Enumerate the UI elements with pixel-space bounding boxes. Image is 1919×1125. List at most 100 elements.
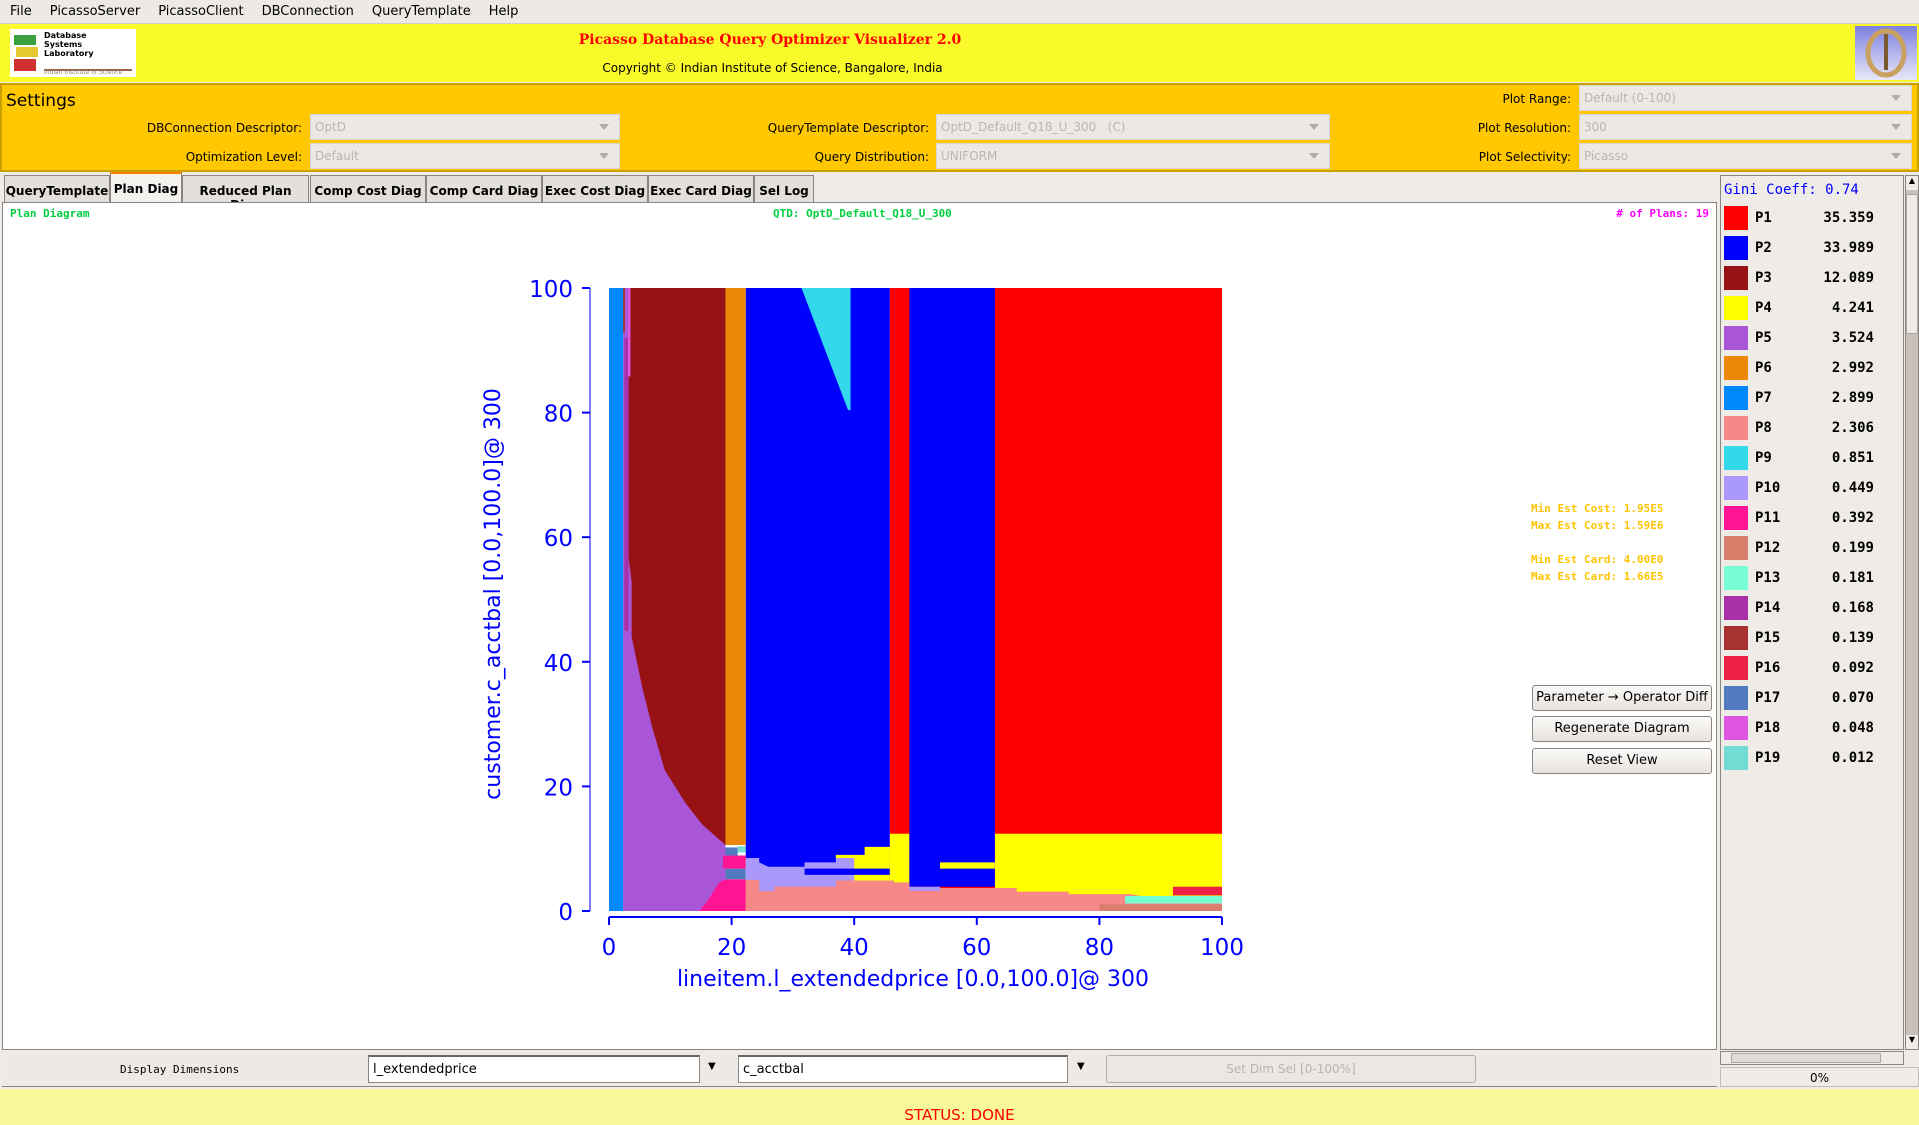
menu-file[interactable]: File [10,4,32,19]
tab-reduced-plan-diag[interactable]: Reduced Plan Diag [182,175,309,212]
optlevel-select[interactable]: Default [310,143,620,169]
tab-comp-card-diag[interactable]: Comp Card Diag [426,175,542,203]
plot-range-select[interactable]: Default (0-100) [1579,85,1912,111]
dimension-2-select[interactable]: c_acctbal [738,1055,1068,1083]
iisc-emblem-icon [1855,26,1917,80]
chevron-down-icon [1309,124,1319,130]
dimension-1-select[interactable]: l_extendedprice [368,1055,700,1083]
plan-region-p4[interactable] [940,862,995,869]
legend-item[interactable]: P7 2.899 [1724,386,1899,411]
plan-name: P8 [1755,420,1772,436]
plan-region-p10[interactable] [909,886,941,892]
legend-item[interactable]: P9 0.851 [1724,446,1899,471]
menu-picasso-client[interactable]: PicassoClient [158,4,244,19]
chevron-down-icon[interactable]: ▼ [1077,1061,1085,1072]
tab-sel-log[interactable]: Sel Log [754,175,814,203]
parameter-operator-diff-button[interactable]: Parameter → Operator Diff [1532,685,1712,711]
scrollbar-thumb[interactable] [1731,1053,1881,1063]
menu-querytemplate[interactable]: QueryTemplate [371,4,471,19]
plan-region-p19[interactable] [737,846,746,853]
plan-region-p2[interactable] [909,288,995,887]
legend-item[interactable]: P16 0.092 [1724,656,1899,681]
legend-item[interactable]: P12 0.199 [1724,536,1899,561]
chevron-down-icon[interactable]: ▼ [708,1061,716,1072]
x-tick-label: 40 [840,935,869,961]
plan-region-p2[interactable] [804,868,890,875]
chevron-down-icon [1891,95,1901,101]
plan-region-p6[interactable] [725,288,746,845]
reset-view-button[interactable]: Reset View [1532,748,1712,774]
tab-comp-cost-diag[interactable]: Comp Cost Diag [310,175,426,203]
x-tick-label: 20 [717,935,746,961]
legend-item[interactable]: P5 3.524 [1724,326,1899,351]
plan-color-swatch [1724,536,1748,560]
plan-color-swatch [1724,416,1748,440]
plan-region-p13[interactable] [1125,896,1222,904]
plan-name: P10 [1755,480,1781,496]
legend-item[interactable]: P4 4.241 [1724,296,1899,321]
display-dimensions-label: Display Dimensions [120,1063,240,1076]
scroll-down-icon[interactable]: ▼ [1906,1035,1918,1049]
plan-region-p17[interactable] [725,868,746,880]
plot-selectivity-select[interactable]: Picasso [1579,143,1912,169]
plan-region-p3[interactable] [628,288,726,845]
tab-exec-card-diag[interactable]: Exec Card Diag [648,175,754,203]
legend-item[interactable]: P11 0.392 [1724,506,1899,531]
legend-vertical-scrollbar[interactable]: ▲ ▼ [1905,175,1919,1050]
legend-item[interactable]: P15 0.139 [1724,626,1899,651]
tab-querytemplate[interactable]: QueryTemplate [4,175,110,203]
legend-item[interactable]: P17 0.070 [1724,686,1899,711]
menu-picasso-server[interactable]: PicassoServer [49,4,141,19]
plan-name: P16 [1755,660,1781,676]
legend-item[interactable]: P1 35.359 [1724,206,1899,231]
plan-region-p7[interactable] [609,288,624,911]
legend-horizontal-scrollbar[interactable] [1720,1051,1904,1065]
plan-color-swatch [1724,596,1748,620]
set-dim-sel-button[interactable]: Set Dim Sel [0-100%] [1106,1055,1476,1083]
legend-item[interactable]: P18 0.048 [1724,716,1899,741]
scrollbar-thumb[interactable] [1906,194,1918,334]
plan-name: P17 [1755,690,1781,706]
legend-item[interactable]: P10 0.449 [1724,476,1899,501]
distribution-select[interactable]: UNIFORM [936,143,1330,169]
plan-diagram-chart[interactable]: 0 20 40 60 80 100 0 20 40 60 80 100 lineitem.l_exte… [400,260,1260,1020]
qtd-name: QTD: OptD_Default_Q18_U_300 [773,207,952,220]
plan-region-p14[interactable] [624,337,629,631]
legend-item[interactable]: P6 2.992 [1724,356,1899,381]
legend-item[interactable]: P14 0.168 [1724,596,1899,621]
dbconn-select[interactable]: OptD [310,114,620,140]
plan-region-p11[interactable] [723,855,746,869]
plan-name: P3 [1755,270,1772,286]
legend-item[interactable]: P8 2.306 [1724,416,1899,441]
menu-dbconnection[interactable]: DBConnection [261,4,354,19]
tab-plan-diag[interactable]: Plan Diag [110,172,182,203]
regenerate-diagram-button[interactable]: Regenerate Diagram [1532,716,1712,742]
scroll-up-icon[interactable]: ▲ [1906,176,1918,190]
plan-region-p8[interactable] [745,879,1222,911]
plan-region-p12[interactable] [1099,904,1222,911]
plan-region-p16[interactable] [1172,886,1222,896]
menu-help[interactable]: Help [488,4,519,19]
legend-item[interactable]: P13 0.181 [1724,566,1899,591]
legend-item[interactable]: P2 33.989 [1724,236,1899,261]
legend-item[interactable]: P3 12.089 [1724,266,1899,291]
plan-region-p17[interactable] [725,847,738,856]
plan-color-swatch [1724,446,1748,470]
plan-region-p2[interactable] [745,288,890,867]
tab-exec-cost-diag[interactable]: Exec Cost Diag [542,175,648,203]
plot-resolution-select[interactable]: 300 [1579,114,1912,140]
qtd-select[interactable]: OptD_Default_Q18_U_300 (C) [936,114,1330,140]
plan-region-p9[interactable] [801,288,851,411]
plan-percentage: 0.392 [1831,510,1874,526]
plan-name: P4 [1755,300,1772,316]
plot-range-value: Default (0-100) [1584,91,1676,105]
progress-value: 0% [1809,1071,1830,1085]
plan-region-p11[interactable] [699,879,746,911]
plan-percentage: 0.449 [1831,480,1874,496]
y-axis-label: customer.c_acctbal [0.0,100.0]@ 300 [481,388,506,800]
plan-percentage: 2.899 [1831,390,1874,406]
plan-region-p18[interactable] [628,288,631,377]
min-est-card: Min Est Card: 4.00E0 [1531,553,1664,566]
legend-item[interactable]: P19 0.012 [1724,746,1899,771]
settings-title: Settings [6,91,76,111]
